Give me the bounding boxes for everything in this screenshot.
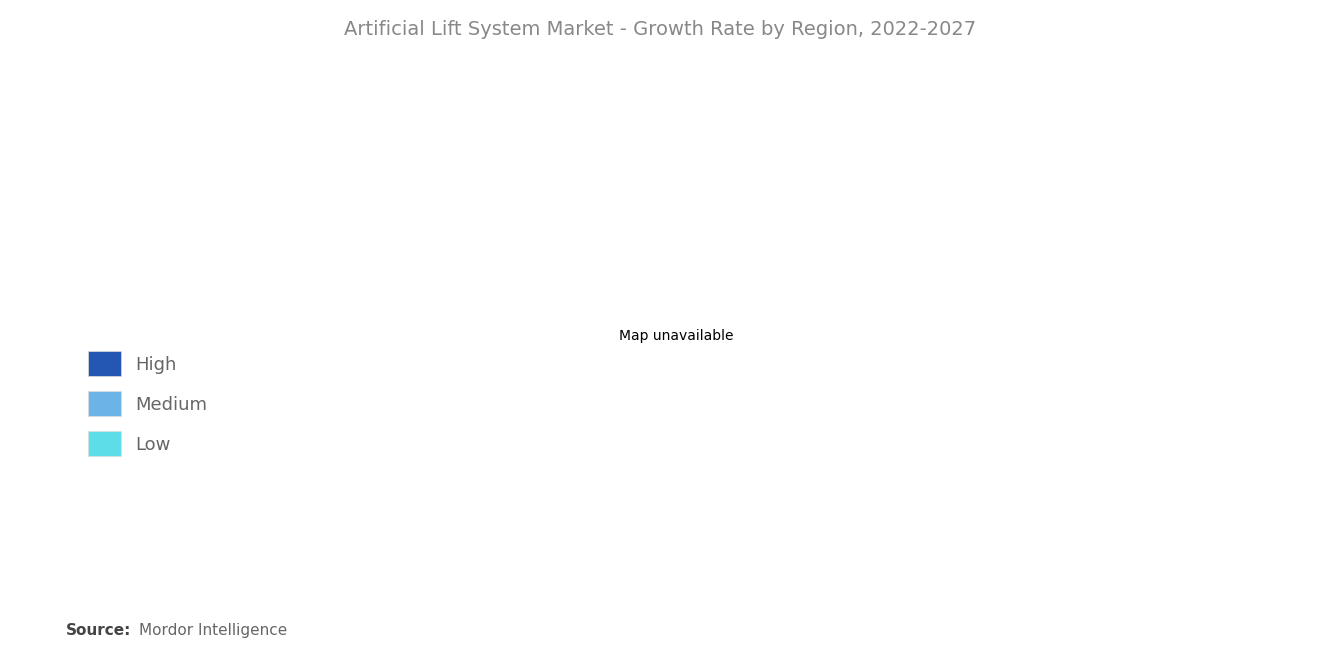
Text: Source:: Source: <box>66 623 132 638</box>
Legend: High, Medium, Low: High, Medium, Low <box>88 351 207 456</box>
Text: Map unavailable: Map unavailable <box>619 329 734 343</box>
Text: Mordor Intelligence: Mordor Intelligence <box>139 623 286 638</box>
Text: Artificial Lift System Market - Growth Rate by Region, 2022-2027: Artificial Lift System Market - Growth R… <box>345 20 975 39</box>
